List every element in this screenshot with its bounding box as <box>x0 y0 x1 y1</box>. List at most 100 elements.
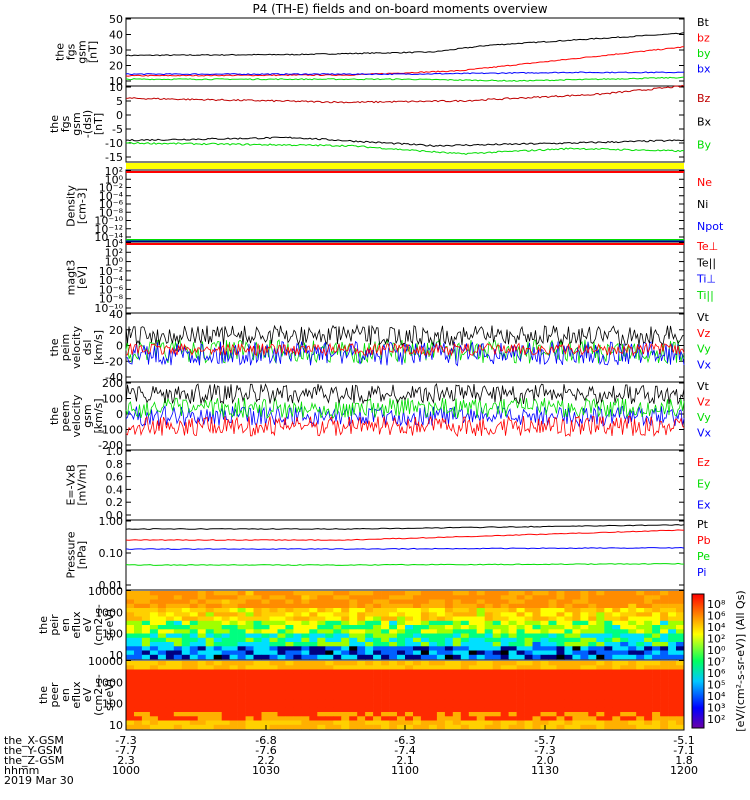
heatmap-cell <box>604 603 613 609</box>
heatmap-cell <box>365 637 374 643</box>
heatmap-cell <box>381 629 390 634</box>
heatmap-cell <box>420 673 430 679</box>
x-tick-label: -7.6 <box>255 744 276 757</box>
heatmap-cell <box>389 650 398 655</box>
y-axis-label-line: the <box>48 407 61 425</box>
heatmap-cell <box>341 716 350 721</box>
heatmap-cell <box>157 703 167 708</box>
heatmap-cell <box>165 612 175 617</box>
heatmap-cell <box>149 599 159 604</box>
heatmap-cell <box>237 591 246 596</box>
heatmap-cell <box>676 695 685 700</box>
heatmap-cell <box>126 637 135 643</box>
heatmap-cell <box>492 699 501 704</box>
heatmap-cell <box>500 620 509 626</box>
heatmap-cell <box>357 695 366 700</box>
heatmap-cell <box>524 633 533 638</box>
heatmap-cell <box>476 690 485 696</box>
heatmap-cell <box>221 595 230 600</box>
heatmap-cell <box>253 629 262 634</box>
heatmap-cell <box>126 716 135 721</box>
heatmap-cell <box>341 703 350 708</box>
heatmap-cell <box>444 599 454 604</box>
heatmap-cell <box>516 686 525 691</box>
heatmap-cell <box>532 599 541 604</box>
heatmap-cell <box>540 629 549 634</box>
heatmap-cell <box>660 673 669 679</box>
heatmap-cell <box>413 716 422 721</box>
heatmap-cell <box>149 716 159 721</box>
heatmap-cell <box>301 591 310 596</box>
heatmap-cell <box>660 646 669 651</box>
heatmap-cell <box>628 669 637 674</box>
heatmap-cell <box>596 603 605 609</box>
heatmap-cell <box>261 669 270 674</box>
heatmap-cell <box>126 625 135 630</box>
y-tick-label: 10⁻¹⁴ <box>94 231 123 244</box>
heatmap-cell <box>500 695 509 700</box>
heatmap-cell <box>548 620 557 626</box>
heatmap-cell <box>134 716 143 721</box>
legend-vx: Vx <box>697 427 712 440</box>
heatmap-cell <box>452 703 462 708</box>
heatmap-cell <box>221 707 230 713</box>
heatmap-cell <box>548 642 557 647</box>
heatmap-cell <box>660 625 669 630</box>
heatmap-cell <box>229 678 238 683</box>
heatmap-cell <box>484 616 493 621</box>
heatmap-cell <box>596 720 605 725</box>
heatmap-cell <box>365 707 374 713</box>
heatmap-cell <box>405 669 414 674</box>
heatmap-cell <box>484 716 493 721</box>
heatmap-cell <box>596 612 605 617</box>
heatmap-cell <box>588 707 597 713</box>
heatmap-cell <box>149 699 159 704</box>
heatmap-cell <box>301 608 310 613</box>
series-line-blue <box>125 71 685 76</box>
heatmap-cell <box>668 654 677 660</box>
heatmap-cell <box>269 620 278 626</box>
colorbar-tick-label: 10⁴ <box>707 690 726 703</box>
heatmap-cell <box>476 724 485 730</box>
heatmap-cell <box>357 608 366 613</box>
heatmap-cell <box>381 591 390 596</box>
heatmap-cell <box>468 612 478 617</box>
heatmap-cell <box>165 720 175 725</box>
heatmap-cell <box>452 707 462 713</box>
heatmap-cell <box>668 695 677 700</box>
heatmap-cell <box>548 669 557 674</box>
heatmap-cell <box>612 699 621 704</box>
heatmap-cell <box>341 642 350 647</box>
heatmap-cell <box>126 690 135 696</box>
heatmap-cell <box>420 620 430 626</box>
heatmap-cell <box>397 712 406 717</box>
heatmap-cell <box>668 629 677 634</box>
heatmap-cell <box>532 678 541 683</box>
heatmap-cell <box>452 646 462 651</box>
heatmap-cell <box>492 673 501 679</box>
heatmap-cell <box>444 724 454 730</box>
heatmap-cell <box>644 703 653 708</box>
heatmap-cell <box>652 724 661 730</box>
heatmap-cell <box>516 699 525 704</box>
heatmap-cell <box>548 712 557 717</box>
heatmap-cell <box>165 616 175 621</box>
heatmap-cell <box>373 690 382 696</box>
heatmap-cell <box>636 625 645 630</box>
heatmap-cell <box>269 686 278 691</box>
heatmap-cell <box>668 669 677 674</box>
heatmap-cell <box>173 716 183 721</box>
heatmap-cell <box>309 629 318 634</box>
heatmap-cell <box>173 703 183 708</box>
heatmap-cell <box>436 712 446 717</box>
heatmap-cell <box>229 620 238 626</box>
heatmap-cell <box>492 603 501 609</box>
heatmap-cell <box>532 595 541 600</box>
heatmap-cell <box>333 716 342 721</box>
heatmap-cell <box>173 642 183 647</box>
heatmap-cell <box>269 650 278 655</box>
heatmap-cell <box>413 686 422 691</box>
heatmap-cell <box>197 690 206 696</box>
y-axis-label: thefgsgsm-(dsl)[nT] <box>48 110 105 138</box>
heatmap-cell <box>452 682 462 687</box>
